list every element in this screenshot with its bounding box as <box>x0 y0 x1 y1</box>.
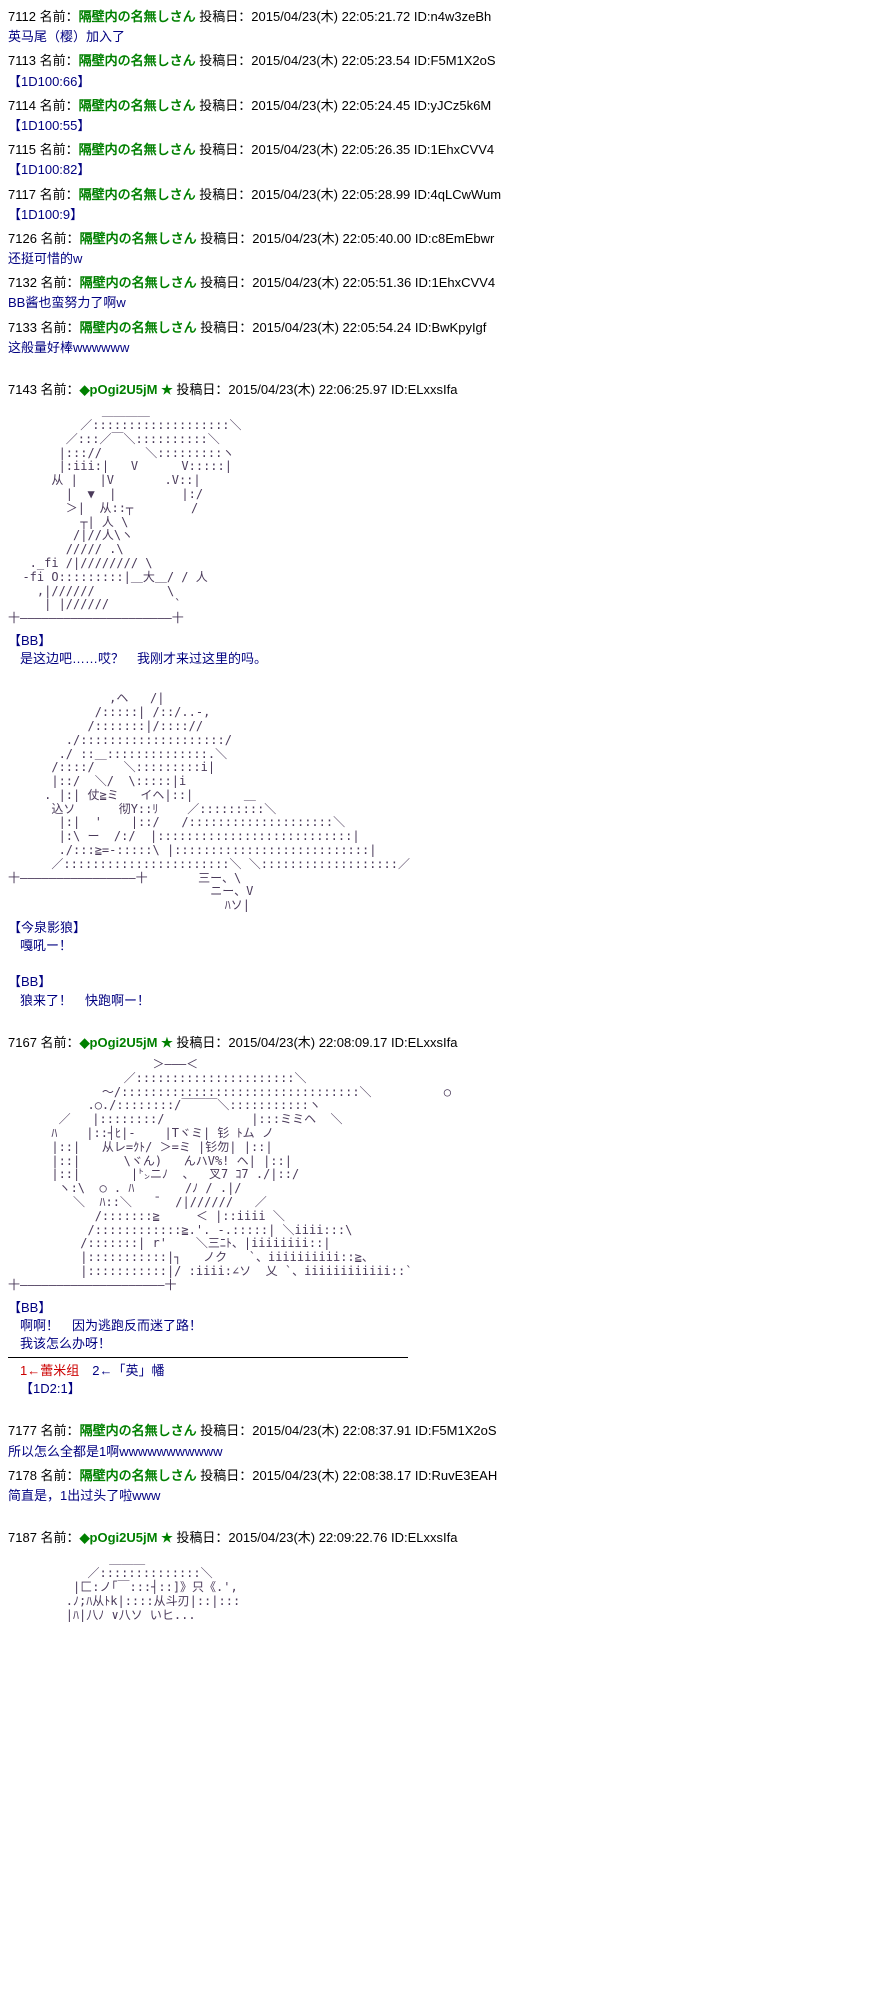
ascii-art: ＿＿＿ ／::::::::::::::＼ |匚:ノ｢￣:::┤::]》只《.',… <box>8 1553 878 1622</box>
tripcode: ◆pOgi2U5jM ★ <box>80 1035 173 1050</box>
post: 7115 名前：隔壁内の名無しさん 投稿日：2015/04/23(木) 22:0… <box>8 141 878 179</box>
dialogue-line: 嘎吼ー！ <box>20 937 878 955</box>
speaker-label: 【BB】 <box>8 973 878 991</box>
post: 7178 名前：隔壁内の名無しさん 投稿日：2015/04/23(木) 22:0… <box>8 1467 878 1505</box>
speaker-label: 【BB】 <box>8 1299 878 1317</box>
post-id: n4w3zeBh <box>431 9 492 24</box>
story-post: 7187 名前：◆pOgi2U5jM ★ 投稿日：2015/04/23(木) 2… <box>8 1529 878 1622</box>
post-number: 7112 <box>8 9 36 24</box>
tripcode: ◆pOgi2U5jM ★ <box>80 382 173 397</box>
dialogue-line: 我该怎么办呀！ <box>20 1335 878 1353</box>
dialogue-line: 狼来了！ 快跑啊ー！ <box>20 992 878 1010</box>
tripcode: ◆pOgi2U5jM ★ <box>80 1530 173 1545</box>
ascii-art: ＞―――＜ ／::::::::::::::::::::::＼ ～/:::::::… <box>8 1058 878 1293</box>
divider <box>8 1357 408 1358</box>
story-post: 7143 名前：◆pOgi2U5jM ★ 投稿日：2015/04/23(木) 2… <box>8 381 878 1010</box>
story-post: 7167 名前：◆pOgi2U5jM ★ 投稿日：2015/04/23(木) 2… <box>8 1034 878 1399</box>
post: 7126 名前：隔壁内の名無しさん 投稿日：2015/04/23(木) 22:0… <box>8 230 878 268</box>
speaker-label: 【今泉影狼】 <box>8 919 878 937</box>
post-date: 2015/04/23(木) 22:05:21.72 <box>251 9 410 24</box>
post: 7132 名前：隔壁内の名無しさん 投稿日：2015/04/23(木) 22:0… <box>8 274 878 312</box>
post: 7117 名前：隔壁内の名無しさん 投稿日：2015/04/23(木) 22:0… <box>8 186 878 224</box>
post: 7113 名前：隔壁内の名無しさん 投稿日：2015/04/23(木) 22:0… <box>8 52 878 90</box>
post: 7112 名前：隔壁内の名無しさん 投稿日：2015/04/23(木) 22:0… <box>8 8 878 46</box>
dialogue-line: 是这边吧……哎？ 我刚才来过这里的吗。 <box>20 650 878 668</box>
post: 7114 名前：隔壁内の名無しさん 投稿日：2015/04/23(木) 22:0… <box>8 97 878 135</box>
post: 7177 名前：隔壁内の名無しさん 投稿日：2015/04/23(木) 22:0… <box>8 1422 878 1460</box>
choice-line: 1←蕾米组 2←「英」幡 <box>20 1362 878 1380</box>
dice-result: 【1D2:1】 <box>20 1380 878 1398</box>
post-name: 隔壁内の名無しさん <box>79 9 196 24</box>
dialogue-line: 啊啊！ 因为逃跑反而迷了路！ <box>20 1317 878 1335</box>
choice-selected: 1←蕾米组 <box>20 1363 79 1378</box>
post-body: 英马尾（樱）加入了 <box>8 28 878 46</box>
speaker-label: 【BB】 <box>8 632 878 650</box>
post: 7133 名前：隔壁内の名無しさん 投稿日：2015/04/23(木) 22:0… <box>8 319 878 357</box>
ascii-art: ＿＿＿＿ ／:::::::::::::::::::＼ ／:::／￣＼::::::… <box>8 405 878 626</box>
ascii-art: ,ヘ /| /:::::| /::/..-, /:::::::|/::::// … <box>8 692 878 913</box>
